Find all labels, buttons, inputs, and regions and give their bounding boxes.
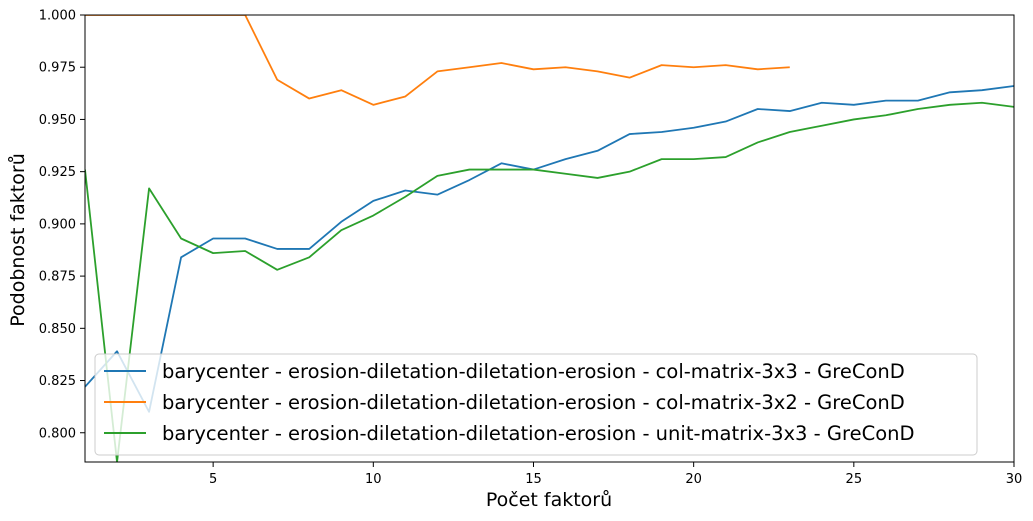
- series-line-2: [85, 15, 790, 106]
- x-tick-label: 15: [525, 472, 542, 487]
- x-tick-label: 5: [209, 472, 217, 487]
- y-tick-label: 0.800: [39, 426, 76, 441]
- x-axis: 5 10 15 20 25 30: [209, 462, 1022, 487]
- x-tick-label: 10: [365, 472, 382, 487]
- x-tick-label: 30: [1006, 472, 1023, 487]
- legend-label-2: barycenter - erosion-diletation-diletati…: [162, 391, 905, 414]
- series-layer: [85, 15, 1014, 462]
- y-tick-label: 0.925: [39, 165, 76, 180]
- y-tick-label: 1.000: [39, 9, 76, 24]
- y-tick-label: 0.850: [39, 322, 76, 337]
- legend-label-3: barycenter - erosion-diletation-diletati…: [162, 422, 915, 445]
- y-tick-label: 0.825: [39, 374, 76, 389]
- y-tick-label: 0.900: [39, 217, 76, 232]
- x-tick-label: 25: [846, 472, 863, 487]
- x-tick-label: 20: [685, 472, 702, 487]
- legend: barycenter - erosion-diletation-diletati…: [94, 353, 978, 456]
- legend-label-1: barycenter - erosion-diletation-diletati…: [162, 360, 905, 383]
- legend-box: [94, 353, 978, 456]
- y-tick-label: 0.950: [39, 113, 76, 128]
- y-tick-label: 0.975: [39, 61, 76, 76]
- y-axis: 0.800 0.825 0.850 0.875 0.900 0.925 0.950 0.975…: [39, 9, 85, 441]
- series-line-3: [85, 101, 1014, 462]
- y-tick-label: 0.875: [39, 270, 76, 285]
- series-line-1: [85, 85, 1014, 413]
- plot-frame: [84, 14, 1015, 463]
- x-axis-label: Počet faktorů: [486, 489, 612, 511]
- y-axis-label: Podobnost faktorů: [7, 153, 29, 326]
